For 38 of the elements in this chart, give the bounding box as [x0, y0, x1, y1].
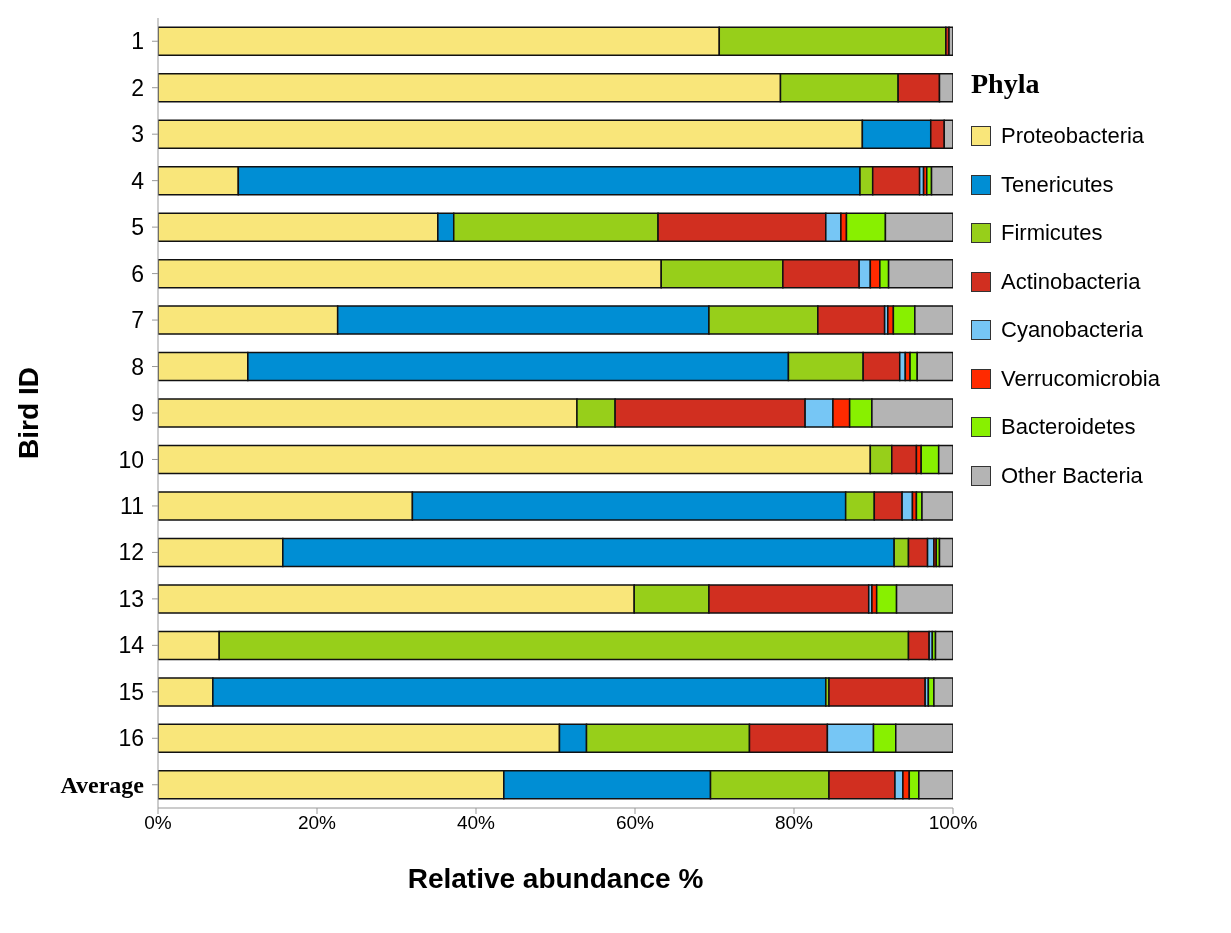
bar: [930, 165, 953, 196]
legend-label: Cyanobacteria: [1001, 317, 1143, 344]
legend-label: Tenericutes: [1001, 171, 1114, 198]
y-tick-label: 15: [118, 678, 144, 705]
y-tick-label: 16: [118, 725, 144, 752]
legend-label: Proteobacteria: [1001, 123, 1145, 150]
legend-label: Actinobacteria: [1001, 268, 1141, 295]
legend-label: Firmicutes: [1001, 220, 1103, 247]
y-tick-label: 11: [120, 492, 144, 519]
y-tick-label: 5: [131, 214, 144, 241]
y-tick-label: 13: [118, 585, 144, 612]
x-tick-label: 20%: [297, 812, 337, 834]
y-tick-label: 9: [131, 400, 144, 427]
bar: [938, 537, 953, 568]
x-tick-label: 80%: [774, 812, 814, 834]
legend-label: Verrucomicrobia: [1001, 365, 1160, 392]
y-tick-label: 14: [118, 632, 145, 659]
x-axis-title: Relative abundance %: [407, 863, 704, 894]
y-tick-label: 3: [131, 121, 144, 148]
y-tick-label: 1: [131, 28, 144, 55]
bar: [828, 677, 926, 707]
legend-label: Bacteroidetes: [1001, 414, 1136, 441]
legend-title: Phyla: [971, 68, 1041, 100]
y-tick-label: 12: [118, 539, 144, 566]
bar: [934, 630, 953, 661]
legend-label: Other Bacteria: [1001, 462, 1143, 489]
x-tick-label: 100%: [928, 812, 978, 834]
y-tick-label: 10: [118, 446, 144, 473]
y-tick-label: 7: [131, 307, 144, 334]
x-tick-label: 40%: [456, 812, 496, 834]
x-tick-label: 0%: [144, 812, 172, 834]
y-axis-title: Bird ID: [12, 367, 44, 459]
y-tick-label: 6: [131, 260, 144, 287]
y-tick-label: Average: [60, 772, 145, 799]
y-tick-label: 4: [131, 167, 145, 194]
y-tick-label: 8: [131, 353, 144, 380]
y-tick-label: 2: [131, 74, 144, 101]
x-tick-label: 60%: [615, 812, 655, 834]
